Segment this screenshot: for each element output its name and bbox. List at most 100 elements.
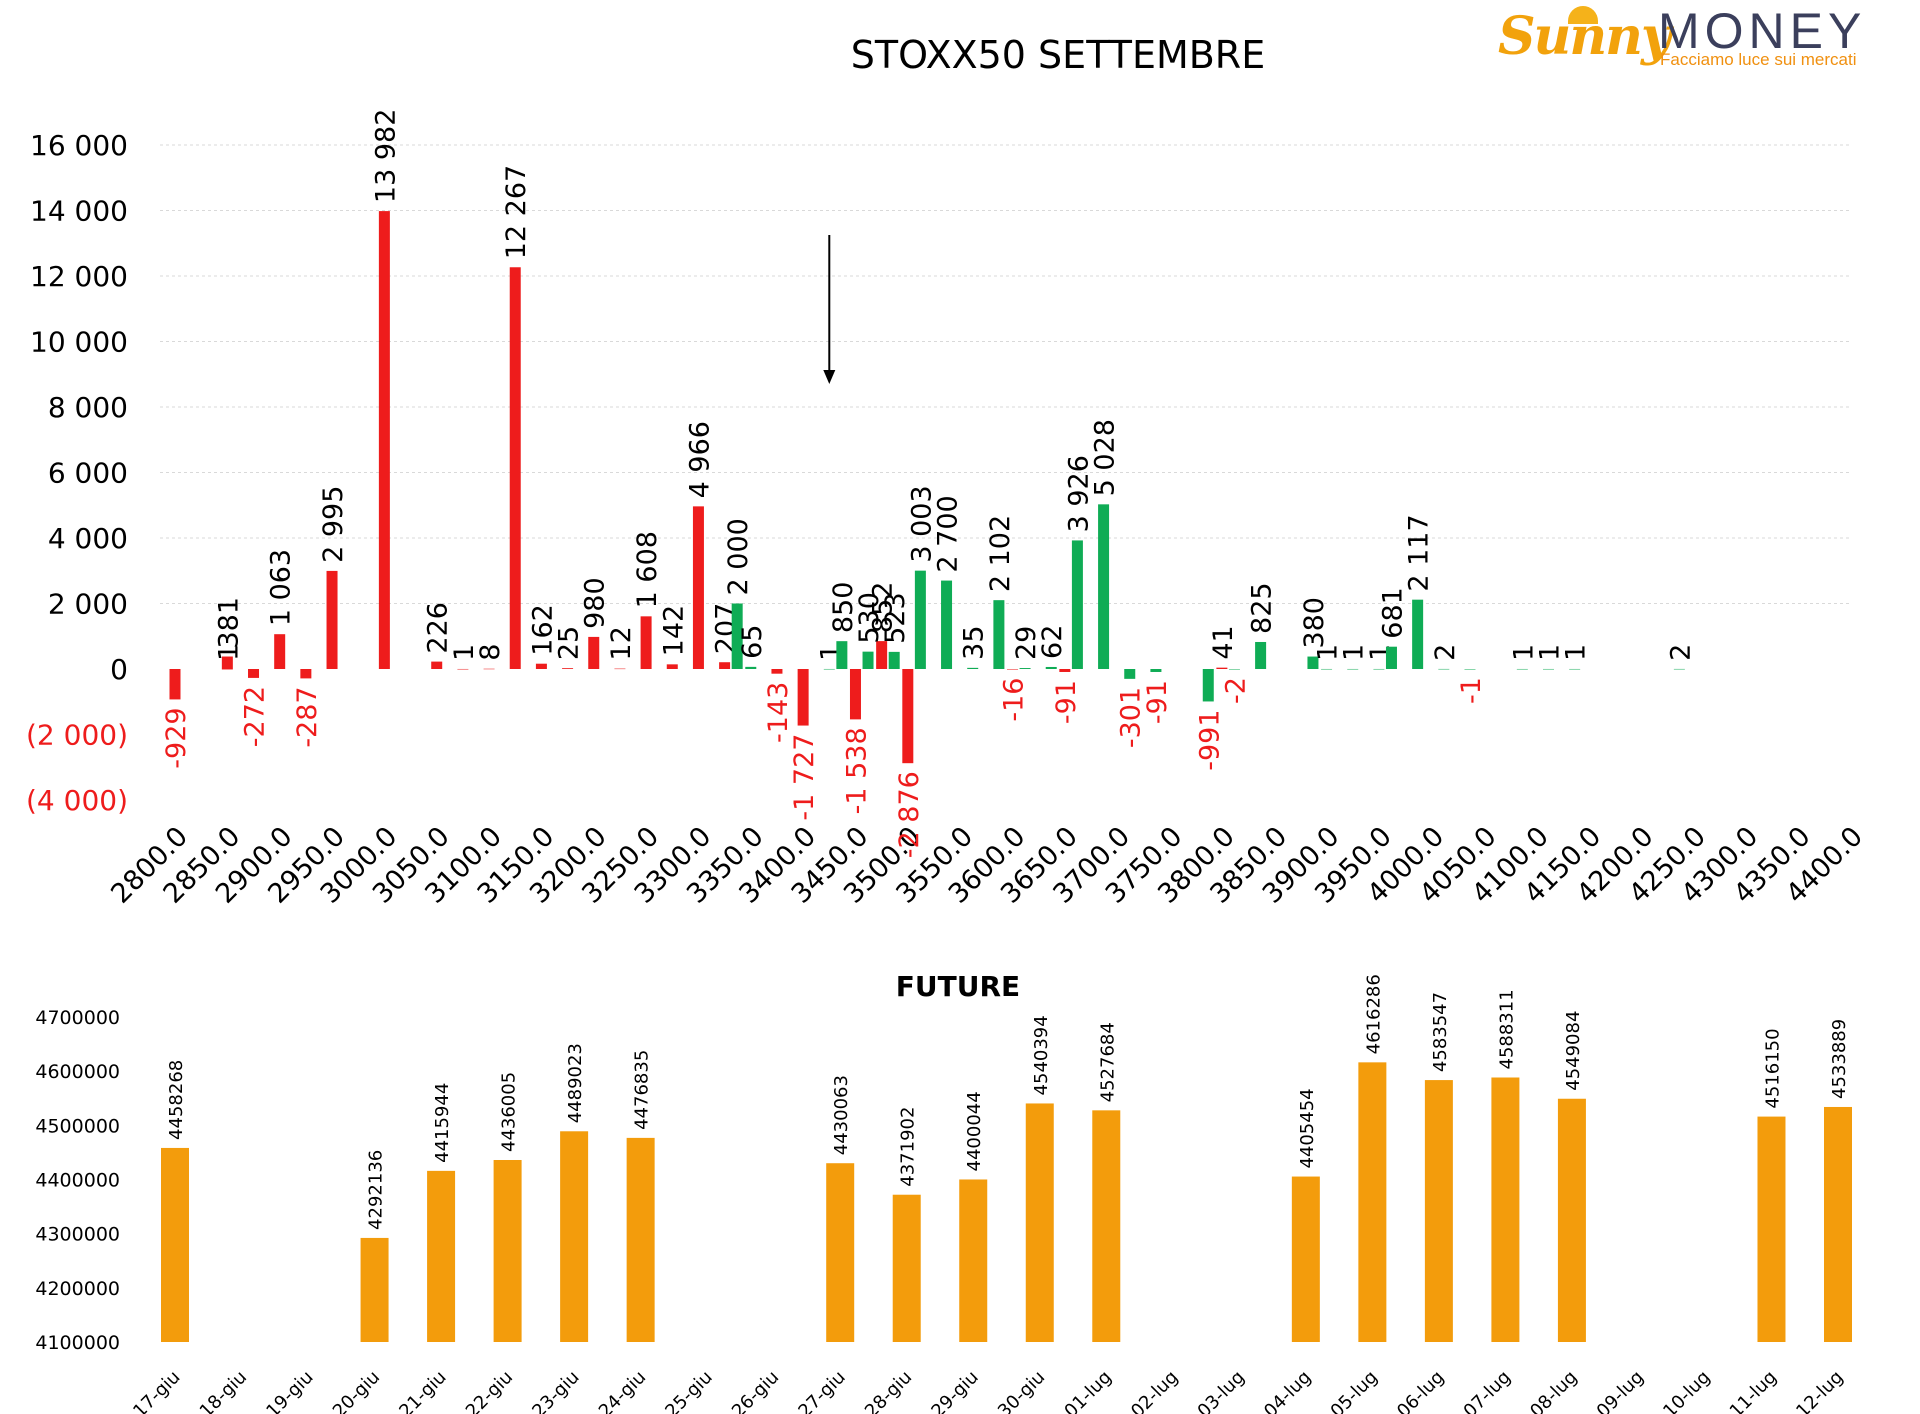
future-y-tick-label: 4600000: [35, 1061, 120, 1083]
bar-value-label: 142: [658, 605, 689, 657]
future-value-label: 4533889: [1829, 1019, 1850, 1099]
strike-bar: [666, 664, 678, 669]
bar-value-label: -272: [240, 686, 271, 747]
strike-bar: [378, 211, 390, 670]
future-y-tick-label: 4100000: [35, 1332, 120, 1354]
strike-bar: [1202, 669, 1214, 702]
bar-value-label: 1: [1339, 644, 1370, 661]
strike-bar: [1373, 668, 1385, 670]
future-x-tick-label: 27-giu: [794, 1367, 849, 1414]
future-bar: [892, 1194, 921, 1342]
future-bar: [826, 1163, 855, 1342]
future-bar: [1092, 1110, 1121, 1342]
future-bar: [1424, 1080, 1453, 1342]
future-x-tick-label: 17-giu: [129, 1367, 184, 1414]
strike-bar: [914, 570, 926, 669]
strike-bar: [1228, 669, 1240, 670]
strike-bar: [614, 668, 626, 670]
future-bar: [1491, 1077, 1520, 1342]
strike-bar: [1071, 540, 1083, 669]
strike-bar: [1019, 668, 1031, 669]
sunny-money-logo: Sunny MONEY Facciamo luce sui mercati: [1480, 0, 1910, 80]
logo-brand-money: MONEY: [1658, 3, 1867, 59]
bar-value-label: 2: [1665, 644, 1696, 661]
bar-value-label: 2 700: [933, 495, 964, 572]
strike-bar: [1412, 599, 1424, 669]
bar-value-label: -929: [161, 707, 192, 768]
future-bar: [1824, 1106, 1852, 1342]
future-value-label: 4516150: [1762, 1028, 1783, 1108]
bar-value-label: 681: [1377, 587, 1408, 639]
future-value-label: 4527684: [1097, 1022, 1118, 1102]
bar-value-label: 1 608: [632, 531, 663, 608]
strike-bar: [300, 669, 312, 679]
strike-bar: [902, 669, 914, 764]
strike-bar: [509, 267, 521, 669]
strike-bar: [640, 616, 652, 669]
strike-bar: [1385, 646, 1397, 669]
y-tick-label: 0: [110, 653, 128, 686]
future-bar: [1025, 1103, 1054, 1342]
bar-value-label: -1 727: [789, 734, 820, 821]
strike-bar: [1255, 641, 1267, 669]
future-y-tick-label: 4400000: [35, 1170, 120, 1192]
bar-value-label: 1 063: [266, 549, 297, 626]
future-x-tick-label: 22-giu: [462, 1367, 517, 1414]
future-x-tick-label: 09-lug: [1593, 1367, 1648, 1414]
bar-value-label: 825: [1247, 582, 1278, 634]
future-bar: [626, 1137, 655, 1342]
strike-bar: [692, 506, 704, 669]
future-x-tick-label: 21-giu: [395, 1367, 450, 1414]
future-value-label: 4458268: [166, 1060, 187, 1140]
future-chart: FUTURE 4100000 4200000 4300000 4400000 450000…: [35, 970, 1852, 1414]
future-x-tick-label: 20-giu: [329, 1367, 384, 1414]
future-bar: [1757, 1116, 1786, 1342]
bar-value-label: 381: [213, 597, 244, 649]
strike-bar: [1569, 668, 1581, 670]
y-tick-label: 8 000: [48, 391, 128, 424]
bar-value-label: -2 876: [894, 771, 925, 858]
bar-value-label: 25: [554, 626, 585, 660]
bar-value-label: 12 267: [501, 165, 532, 259]
future-value-label: 4540394: [1031, 1015, 1052, 1095]
future-x-tick-label: 29-giu: [927, 1367, 982, 1414]
future-value-label: 4371902: [898, 1107, 919, 1187]
strike-bar: [248, 669, 260, 678]
future-x-tick-label: 18-giu: [196, 1367, 251, 1414]
sun-icon: [1568, 6, 1598, 24]
future-x-tick-label: 11-lug: [1726, 1367, 1781, 1414]
y-tick-label: (2 000): [26, 719, 128, 752]
strike-bar: [1543, 668, 1554, 670]
bar-value-label: 2 117: [1404, 514, 1435, 591]
strike-bar: [719, 662, 731, 669]
strike-bar: [1516, 668, 1528, 670]
future-value-label: 4436005: [499, 1072, 520, 1152]
future-x-tick-label: 06-lug: [1393, 1367, 1448, 1414]
future-value-label: 4489023: [565, 1043, 586, 1123]
bar-value-label: 3 003: [906, 485, 937, 562]
strike-bar: [431, 661, 443, 669]
y-tick-label: 14 000: [30, 195, 128, 228]
strike-bar: [836, 641, 848, 669]
strike-bar: [457, 668, 469, 670]
bar-value-label: -143: [763, 682, 794, 743]
future-x-tick-label: 07-lug: [1460, 1367, 1515, 1414]
future-bar: [959, 1179, 988, 1342]
strike-bar: [967, 667, 979, 669]
y-tick-label: 16 000: [30, 129, 128, 162]
strike-bar: [941, 580, 953, 669]
y-tick-label: 12 000: [30, 260, 128, 293]
arrow-marker-head: [823, 370, 836, 384]
strike-bar: [326, 570, 338, 669]
bar-value-label: 41: [1208, 625, 1239, 659]
bar-value-label: -287: [292, 686, 323, 747]
strike-bar: [483, 668, 495, 670]
future-x-tick-label: 12-lug: [1792, 1367, 1847, 1414]
future-value-label: 4400044: [964, 1091, 985, 1171]
strike-bar: [797, 669, 809, 726]
strike-bar: [1150, 669, 1162, 672]
strike-bar: [1098, 504, 1110, 669]
bar-value-label: 5 028: [1090, 419, 1121, 496]
bar-value-label: 530: [854, 592, 885, 644]
future-value-label: 4405454: [1297, 1088, 1318, 1168]
